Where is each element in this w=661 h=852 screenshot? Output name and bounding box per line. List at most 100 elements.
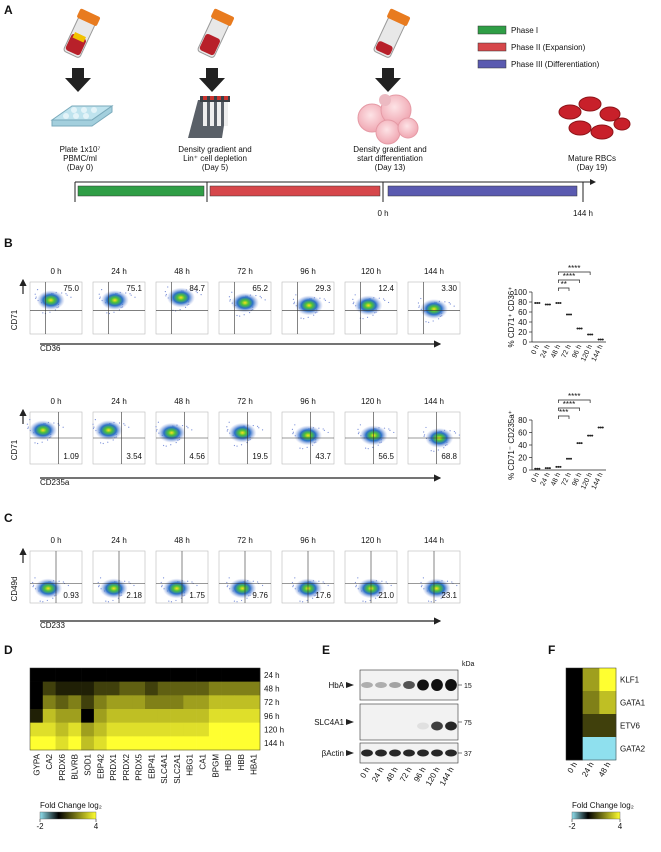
legend-swatch (477, 25, 507, 35)
event-dot (449, 303, 451, 305)
colorbar-tick-label: 4 (94, 822, 99, 831)
event-dot (388, 428, 390, 430)
density (34, 578, 63, 599)
event-dot (428, 600, 430, 602)
blot-band (445, 679, 457, 691)
event-dot (354, 581, 357, 584)
data-point (576, 327, 579, 330)
event-dot (319, 297, 321, 299)
heatmap-cell (93, 695, 107, 710)
blot-band (431, 721, 443, 731)
heatmap-cell (81, 695, 95, 710)
heatmap-cell (196, 695, 210, 710)
y-tick-label: 40 (518, 441, 527, 450)
heatmap-cell (183, 722, 197, 737)
heatmap-cell (599, 691, 617, 715)
heatmap-cell (132, 722, 146, 737)
event-dot (100, 442, 102, 444)
event-dot (355, 586, 357, 588)
blot-band (389, 682, 401, 688)
panel-a-illustration (50, 8, 631, 202)
event-dot (387, 301, 390, 304)
heatmap-cell (68, 736, 82, 751)
data-point (597, 338, 600, 341)
quadrant-value: 68.8 (441, 452, 457, 461)
event-dot (125, 292, 127, 294)
event-dot (35, 297, 37, 300)
heatmap-cell (81, 709, 95, 723)
event-dot (302, 448, 304, 450)
event-dot (292, 431, 294, 433)
event-dot (302, 601, 304, 603)
heatmap-cell (157, 695, 171, 710)
heatmap-cell (132, 695, 146, 710)
heatmap-cell (30, 709, 44, 723)
event-dot (191, 289, 193, 291)
kda-marker: 15 (464, 683, 472, 690)
column-label: PRDX1 (109, 753, 118, 780)
event-dot (34, 293, 36, 295)
significance-bracket (558, 271, 591, 275)
y-tick-label: 80 (518, 416, 527, 425)
time-label: 24 h (111, 536, 127, 545)
step-label: (Day 13) (375, 163, 406, 172)
data-point (566, 313, 568, 316)
event-dot (58, 424, 60, 426)
event-dot (227, 429, 229, 431)
heatmap-cell (170, 695, 184, 710)
event-dot (67, 584, 69, 587)
data-point (599, 338, 602, 341)
density (354, 295, 383, 316)
heatmap-cell (157, 722, 171, 737)
event-dot (227, 584, 229, 586)
heatmap-cell (157, 668, 171, 682)
row-label: 96 h (264, 712, 280, 721)
phase-bar (209, 185, 381, 197)
heatmap-cell (599, 668, 617, 692)
heatmap-cell (221, 722, 235, 737)
event-dot (323, 429, 325, 431)
event-dot (53, 422, 55, 424)
event-dot (327, 431, 329, 434)
time-label: 48 h (174, 267, 190, 276)
quadrant-value: 17.6 (315, 591, 331, 600)
event-dot (124, 580, 126, 582)
data-point (555, 465, 558, 468)
heatmap-cell (196, 681, 210, 696)
column-label: CA2 (45, 753, 54, 769)
significance-label: *** (559, 408, 568, 417)
event-dot (187, 427, 189, 429)
colorbar-tick-label: -2 (36, 822, 44, 831)
event-dot (34, 442, 36, 444)
time-label: 96 h (300, 397, 316, 406)
quadrant-value: 56.5 (378, 452, 394, 461)
step-label: PBMC/ml (63, 154, 97, 163)
heatmap-cell (183, 681, 197, 696)
significance-label: **** (563, 272, 575, 281)
heatmap-cell (42, 681, 56, 696)
heatmap-cell (119, 722, 133, 737)
heatmap-cell (55, 681, 69, 696)
axis-label: CD71 (10, 439, 19, 460)
event-dot (195, 290, 197, 292)
heatmap-cell (221, 681, 235, 696)
event-dot (383, 427, 386, 429)
data-point (544, 303, 547, 306)
heatmap-cell (234, 695, 248, 710)
data-point (589, 434, 592, 437)
event-dot (32, 584, 35, 586)
heatmap-cell (132, 709, 146, 723)
event-dot (303, 318, 305, 320)
event-dot (255, 294, 257, 297)
legend-label: Phase I (511, 26, 538, 35)
heatmap-cell (566, 714, 583, 738)
y-tick-label: 20 (518, 454, 527, 463)
event-dot (46, 599, 48, 602)
heatmap-cell (119, 709, 133, 723)
heatmap-cell (566, 668, 583, 692)
panel-letter: D (4, 643, 13, 657)
blot-band (375, 682, 387, 688)
event-dot (98, 293, 100, 295)
heatmap-cell (145, 736, 159, 751)
blot-band (417, 722, 429, 730)
